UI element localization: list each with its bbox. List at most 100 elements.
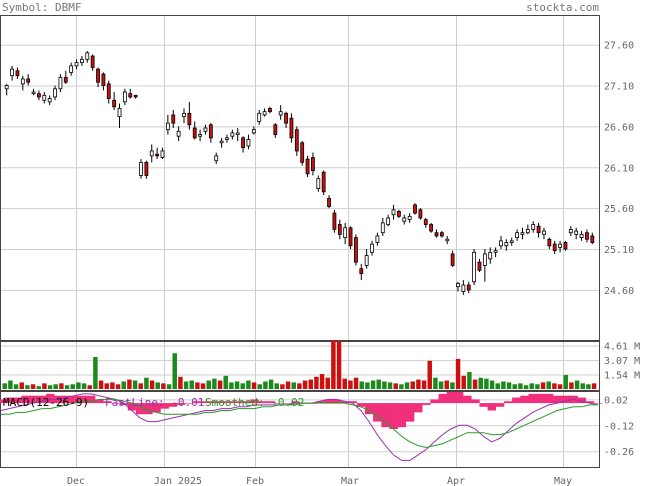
candle-body <box>203 127 208 132</box>
volume-bar <box>563 374 568 389</box>
volume-tick-label: 3.07 M <box>604 356 640 367</box>
candle-body <box>155 153 160 157</box>
macd-legend-smoothed: Smoothed: -0.02 <box>205 396 304 409</box>
macd-histogram-bar <box>234 401 243 404</box>
volume-bar <box>376 379 381 389</box>
volume-bar <box>399 384 404 389</box>
macd-histogram-bar <box>62 395 71 404</box>
macd-histogram-bar <box>340 401 349 404</box>
macd-histogram-bar <box>111 403 120 404</box>
macd-histogram-bar <box>160 403 169 409</box>
candle-body <box>311 157 315 171</box>
volume-bar <box>121 381 126 389</box>
candle-body <box>128 93 133 98</box>
volume-bar <box>416 379 421 389</box>
volume-bar <box>234 381 240 389</box>
macd-histogram-bar <box>364 403 374 415</box>
macd-histogram-bar <box>119 403 129 405</box>
volume-bar <box>444 380 449 389</box>
candle-body <box>246 139 251 147</box>
volume-bar <box>506 382 512 389</box>
candle-body <box>332 212 337 230</box>
macd-histogram-bar <box>454 392 464 404</box>
macd-histogram-bar <box>348 401 358 404</box>
macd-histogram-bar <box>283 403 292 404</box>
candle-body <box>558 243 562 248</box>
candle-body <box>461 284 466 292</box>
macd-histogram-bar <box>503 401 513 404</box>
candle-body <box>268 108 272 113</box>
volume-bar <box>557 384 563 389</box>
volume-bar <box>586 384 591 389</box>
candle-body <box>396 211 401 217</box>
volume-bar <box>200 383 206 389</box>
volume-bar <box>47 385 53 389</box>
candle-body <box>198 134 203 137</box>
macd-histogram-bar <box>381 403 390 428</box>
candle-body <box>278 111 283 116</box>
candle-body <box>525 229 530 234</box>
volume-bar <box>450 382 455 389</box>
macd-histogram-bar <box>176 403 186 405</box>
macd-histogram-bar <box>21 395 30 404</box>
volume-bar <box>353 377 359 389</box>
macd-histogram-bar <box>103 401 112 404</box>
candle-body <box>300 142 305 163</box>
candle-body <box>439 232 444 237</box>
x-tick-label: Dec <box>67 476 85 486</box>
y-tick-label: 24.60 <box>604 286 634 297</box>
macd-histogram-bar <box>463 395 472 404</box>
volume-bar <box>178 376 183 389</box>
volume-bar <box>166 384 172 389</box>
macd-histogram-bar <box>0 399 6 404</box>
volume-bar <box>87 385 92 389</box>
candle-body <box>176 130 181 137</box>
volume-bar <box>132 380 138 389</box>
macd-histogram-bar <box>593 403 603 404</box>
candle-body <box>37 93 41 98</box>
candle-body <box>144 161 149 176</box>
candle-body <box>230 132 235 137</box>
macd-histogram-bar <box>528 393 537 404</box>
x-tick-label: Jan 2025 <box>154 476 202 486</box>
macd-histogram-bar <box>193 401 202 404</box>
volume-bar <box>246 380 251 389</box>
volume-bar <box>144 377 149 389</box>
candle-body <box>364 255 369 266</box>
candle-body <box>337 224 342 235</box>
volume-bar <box>115 384 121 389</box>
y-tick-label: 26.60 <box>604 122 634 133</box>
candle-body <box>112 99 117 108</box>
volume-bar <box>546 381 551 389</box>
volume-bar <box>314 376 319 389</box>
macd-histogram-bar <box>471 399 480 404</box>
candle-body <box>542 230 546 235</box>
macd-legend-title: MACD(12-26-9) <box>3 396 89 409</box>
candle-body <box>160 150 165 158</box>
macd-histogram-bar <box>487 403 497 411</box>
volume-bar <box>591 383 597 389</box>
candle-body <box>133 94 138 98</box>
candle-body <box>106 83 111 99</box>
volume-bar <box>30 384 36 389</box>
candle-body <box>165 122 170 131</box>
candle-body <box>552 243 557 252</box>
candle-body <box>327 197 331 207</box>
macd-histogram-bar <box>5 397 14 404</box>
volume-bar <box>319 373 325 389</box>
volume-bar <box>268 379 274 389</box>
candle-body <box>466 284 471 291</box>
candle-body <box>96 68 100 83</box>
candle-body <box>343 227 348 239</box>
macd-histogram-bar <box>86 395 96 404</box>
candle-body <box>386 217 391 225</box>
volume-bar <box>297 383 302 389</box>
candle-body <box>241 137 245 149</box>
candle-body <box>434 232 439 237</box>
candle-body <box>31 91 36 94</box>
volume-bar <box>19 382 24 389</box>
macd-histogram-bar <box>185 403 194 404</box>
volume-bar <box>331 340 336 389</box>
candle-body <box>493 250 498 253</box>
x-tick-label: Feb <box>246 476 264 486</box>
